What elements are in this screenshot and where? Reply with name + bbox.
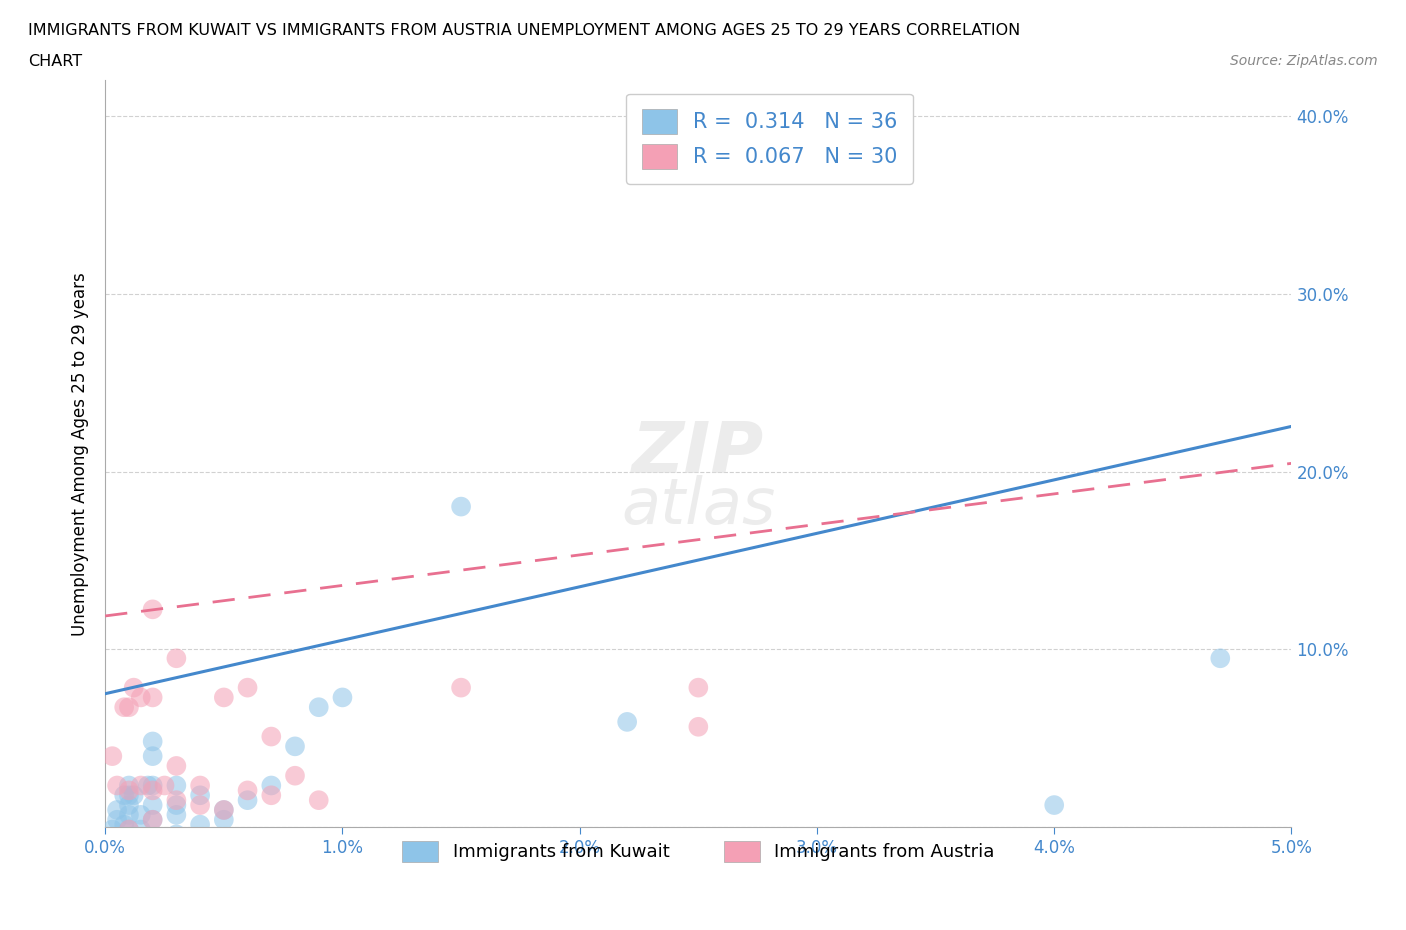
Point [1209, 429, 1232, 444]
Point [129, 499, 152, 514]
Point [284, 589, 307, 604]
Point [142, 722, 165, 737]
Point [308, 686, 330, 701]
Point [142, 339, 165, 354]
Point [105, 659, 128, 674]
Point [688, 482, 710, 497]
Point [212, 704, 235, 719]
Point [236, 686, 259, 701]
Point [118, 713, 141, 728]
Point [101, 606, 124, 621]
Point [142, 669, 165, 684]
Point [118, 740, 141, 755]
Point [142, 499, 165, 514]
Point [188, 659, 211, 674]
Text: CHART: CHART [28, 54, 82, 69]
Point [122, 482, 145, 497]
Point [260, 571, 283, 586]
Point [118, 659, 141, 674]
Point [129, 740, 152, 755]
Point [142, 722, 165, 737]
Point [308, 517, 330, 532]
Point [118, 517, 141, 532]
Point [118, 669, 141, 684]
Point [212, 722, 235, 737]
Point [284, 642, 307, 657]
Point [101, 740, 124, 755]
Point [129, 713, 152, 728]
Point [122, 678, 145, 693]
Text: Source: ZipAtlas.com: Source: ZipAtlas.com [1230, 54, 1378, 68]
Point [188, 678, 211, 693]
Point [165, 686, 187, 701]
Point [165, 749, 187, 764]
Point [136, 659, 159, 674]
Point [165, 659, 187, 674]
Point [236, 482, 259, 497]
Point [212, 499, 235, 514]
Point [142, 659, 165, 674]
Point [118, 678, 141, 693]
Point [1043, 696, 1066, 711]
Point [165, 624, 187, 639]
Point [153, 659, 176, 674]
Point [165, 429, 187, 444]
Text: atlas: atlas [621, 475, 776, 537]
Point [236, 669, 259, 684]
Point [188, 696, 211, 711]
Point [142, 579, 165, 594]
Point [105, 722, 128, 737]
Point [112, 517, 135, 532]
Point [450, 153, 472, 167]
Point [112, 678, 135, 693]
Point [260, 678, 283, 693]
Point [332, 499, 354, 514]
Y-axis label: Unemployment Among Ages 25 to 29 years: Unemployment Among Ages 25 to 29 years [72, 272, 89, 635]
Point [118, 696, 141, 711]
Legend: Immigrants from Kuwait, Immigrants from Austria: Immigrants from Kuwait, Immigrants from … [394, 831, 1004, 870]
Point [188, 731, 211, 746]
Point [450, 482, 472, 497]
Point [616, 544, 638, 559]
Point [142, 606, 165, 621]
Point [260, 659, 283, 674]
Point [165, 713, 187, 728]
Text: ZIP: ZIP [633, 419, 765, 488]
Text: IMMIGRANTS FROM KUWAIT VS IMMIGRANTS FROM AUSTRIA UNEMPLOYMENT AMONG AGES 25 TO : IMMIGRANTS FROM KUWAIT VS IMMIGRANTS FRO… [28, 23, 1021, 38]
Point [688, 553, 710, 568]
Point [212, 704, 235, 719]
Point [112, 731, 135, 746]
Point [129, 659, 152, 674]
Point [105, 704, 128, 719]
Point [142, 696, 165, 711]
Point [118, 740, 141, 755]
Point [165, 696, 187, 711]
